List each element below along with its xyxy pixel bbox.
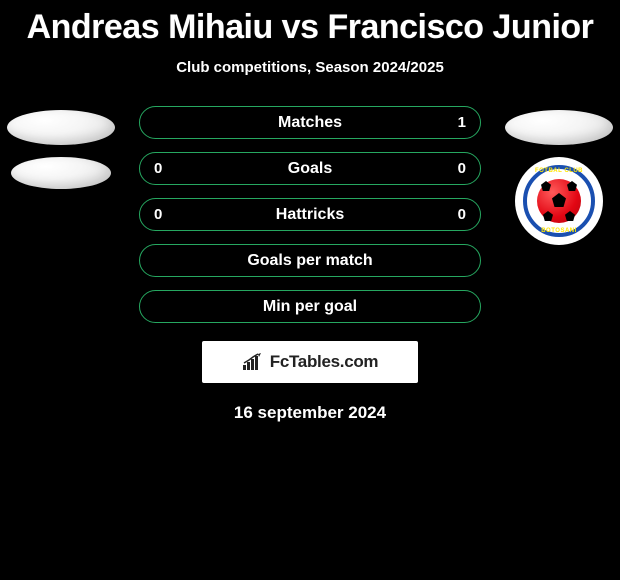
stat-label: Matches bbox=[278, 114, 342, 132]
stat-right-value: 0 bbox=[454, 206, 466, 223]
player-placeholder-icon bbox=[7, 110, 115, 145]
stat-right-value: 0 bbox=[454, 160, 466, 177]
stat-left-value: 0 bbox=[154, 206, 166, 223]
left-player-badges bbox=[6, 110, 116, 189]
right-player-badges: FOTBAL CLUB BOTOSANI bbox=[504, 110, 614, 245]
stat-left-value: 0 bbox=[154, 160, 166, 177]
stat-row-matches: Matches 1 bbox=[139, 106, 481, 139]
stat-right-value: 1 bbox=[454, 114, 466, 131]
subtitle: Club competitions, Season 2024/2025 bbox=[0, 59, 620, 76]
watermark-badge: FcTables.com bbox=[202, 341, 418, 383]
stat-label: Min per goal bbox=[263, 298, 357, 316]
stat-label: Goals per match bbox=[247, 252, 372, 270]
club-badge-bottom-text: BOTOSANI bbox=[541, 228, 577, 234]
stat-row-goals-per-match: Goals per match bbox=[139, 244, 481, 277]
stat-row-hattricks: 0 Hattricks 0 bbox=[139, 198, 481, 231]
stat-rows: Matches 1 0 Goals 0 0 Hattricks 0 Goals … bbox=[139, 106, 481, 323]
comparison-area: FOTBAL CLUB BOTOSANI Matches 1 bbox=[0, 106, 620, 423]
stat-row-min-per-goal: Min per goal bbox=[139, 290, 481, 323]
stat-label: Goals bbox=[288, 160, 332, 178]
club-badge-top-text: FOTBAL CLUB bbox=[535, 168, 583, 174]
stat-label: Hattricks bbox=[276, 206, 344, 224]
watermark-text: FcTables.com bbox=[270, 352, 379, 372]
date-text: 16 september 2024 bbox=[0, 403, 620, 423]
stat-row-goals: 0 Goals 0 bbox=[139, 152, 481, 185]
soccer-ball-icon bbox=[537, 179, 581, 223]
page-title: Andreas Mihaiu vs Francisco Junior bbox=[0, 8, 620, 47]
club-placeholder-icon bbox=[11, 157, 111, 189]
infographic-container: Andreas Mihaiu vs Francisco Junior Club … bbox=[0, 0, 620, 423]
player-placeholder-icon bbox=[505, 110, 613, 145]
club-badge-botosani: FOTBAL CLUB BOTOSANI bbox=[515, 157, 603, 245]
bar-chart-icon bbox=[242, 353, 264, 371]
